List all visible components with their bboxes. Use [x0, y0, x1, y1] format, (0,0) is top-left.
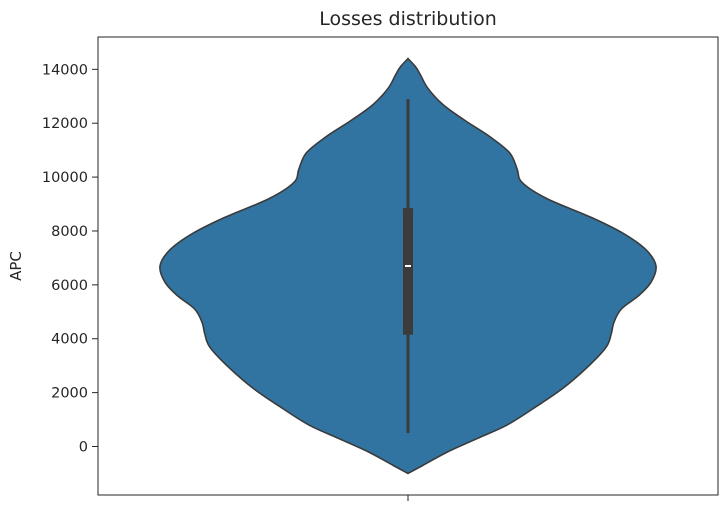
y-tick-label: 10000 — [42, 170, 88, 186]
chart-title: Losses distribution — [319, 8, 497, 30]
y-tick-label: 4000 — [51, 332, 88, 348]
y-tick-label: 14000 — [42, 62, 88, 78]
y-tick-label: 6000 — [51, 278, 88, 294]
y-tick-label: 2000 — [51, 386, 88, 402]
y-tick-label: 8000 — [51, 224, 88, 240]
violin-layer — [159, 57, 657, 475]
y-axis-label: APC — [7, 251, 25, 281]
violin-box — [403, 208, 413, 335]
y-tick-label: 12000 — [42, 116, 88, 132]
y-axis-ticks: 0 2000 4000 6000 8000 10000 12000 14000 — [42, 62, 98, 456]
y-tick-label: 0 — [79, 440, 88, 456]
